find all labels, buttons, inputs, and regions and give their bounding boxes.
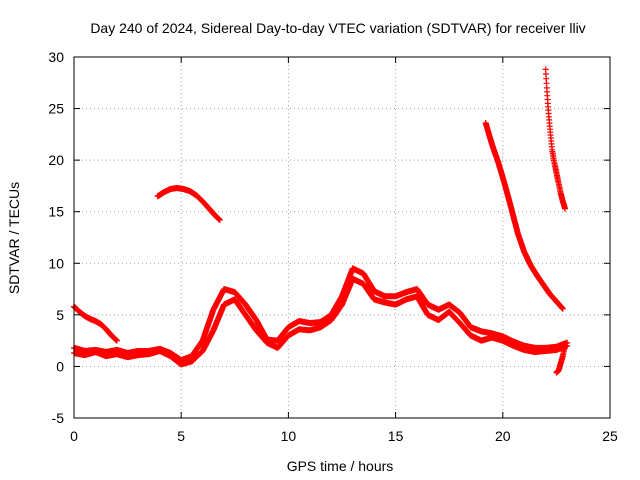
y-tick-label: 5 — [56, 307, 64, 323]
y-tick-label: 10 — [48, 255, 64, 271]
y-tick-label: 0 — [56, 358, 64, 374]
y-axis-label: SDTVAR / TECUs — [6, 182, 22, 294]
series-steep-22-23h — [542, 66, 568, 212]
x-tick-label: 5 — [177, 428, 185, 444]
series-tail-22-23h — [553, 342, 568, 376]
chart-title: Day 240 of 2024, Sidereal Day-to-day VTE… — [90, 20, 585, 36]
x-tick-label: 20 — [495, 428, 511, 444]
axis-ticks: 0 5 10 15 20 25 -5 0 5 10 15 20 25 30 — [48, 49, 618, 444]
y-tick-label: 15 — [48, 204, 64, 220]
x-tick-label: 15 — [388, 428, 404, 444]
y-tick-label: -5 — [52, 410, 65, 426]
x-tick-label: 0 — [70, 428, 78, 444]
x-tick-label: 25 — [602, 428, 618, 444]
x-tick-label: 10 — [281, 428, 297, 444]
grid-lines — [74, 57, 610, 418]
y-tick-label: 25 — [48, 101, 64, 117]
y-tick-label: 30 — [48, 49, 64, 65]
series-arc-04-07h — [154, 185, 223, 223]
data-points — [71, 66, 571, 376]
plot-border — [73, 56, 611, 419]
x-axis-label: GPS time / hours — [287, 458, 394, 474]
y-tick-label: 20 — [48, 152, 64, 168]
series-arc-19-23h — [482, 120, 566, 312]
